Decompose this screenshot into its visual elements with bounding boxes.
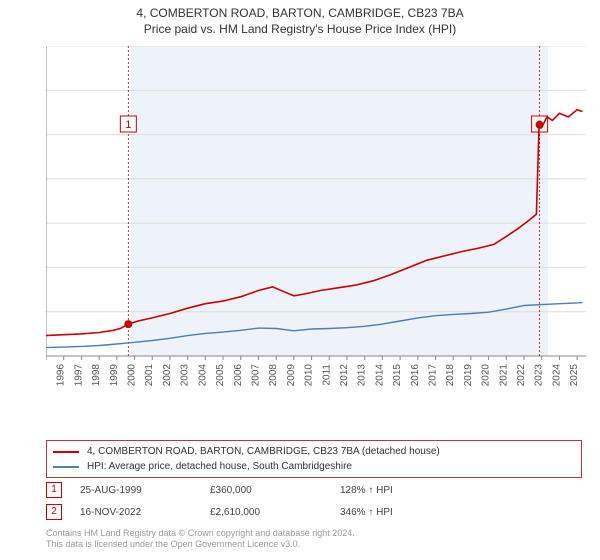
sale-1-date: 25-AUG-1999 — [80, 485, 210, 496]
chart-title-line2: Price paid vs. HM Land Registry's House … — [0, 20, 600, 36]
svg-text:2015: 2015 — [392, 364, 403, 387]
svg-text:2008: 2008 — [268, 364, 279, 387]
svg-text:1998: 1998 — [91, 364, 102, 387]
svg-text:2021: 2021 — [498, 364, 509, 387]
svg-text:2014: 2014 — [374, 364, 385, 387]
svg-text:2002: 2002 — [162, 364, 173, 387]
svg-text:2012: 2012 — [339, 364, 350, 387]
price-chart: £0£500K£1M£1.5M£2M£2.5M£3M£3.5M199519961… — [46, 46, 586, 396]
svg-text:2024: 2024 — [551, 364, 562, 387]
sale-2-price: £2,610,000 — [210, 507, 340, 518]
footer-line2: This data is licensed under the Open Gov… — [46, 539, 355, 550]
legend-label: 4, COMBERTON ROAD, BARTON, CAMBRIDGE, CB… — [87, 446, 440, 457]
svg-text:2000: 2000 — [127, 364, 138, 387]
svg-text:2017: 2017 — [428, 364, 439, 387]
svg-text:2004: 2004 — [197, 364, 208, 387]
footer-line1: Contains HM Land Registry data © Crown c… — [46, 528, 355, 539]
svg-text:2023: 2023 — [534, 364, 545, 387]
sale-2-date: 16-NOV-2022 — [80, 507, 210, 518]
svg-text:2013: 2013 — [357, 364, 368, 387]
svg-text:2009: 2009 — [286, 364, 297, 387]
legend-row: 4, COMBERTON ROAD, BARTON, CAMBRIDGE, CB… — [53, 444, 575, 459]
chart-title-line1: 4, COMBERTON ROAD, BARTON, CAMBRIDGE, CB… — [0, 0, 600, 20]
svg-text:2005: 2005 — [215, 364, 226, 387]
sale-marker-2: 2 — [46, 504, 62, 520]
svg-text:2007: 2007 — [250, 364, 261, 387]
sale-1-pct: 128% ↑ HPI — [340, 485, 393, 496]
chart-area: £0£500K£1M£1.5M£2M£2.5M£3M£3.5M199519961… — [46, 46, 586, 396]
legend-label: HPI: Average price, detached house, Sout… — [87, 461, 352, 472]
svg-text:2022: 2022 — [516, 364, 527, 387]
svg-text:2011: 2011 — [321, 364, 332, 386]
footer-attribution: Contains HM Land Registry data © Crown c… — [46, 528, 355, 551]
svg-text:1997: 1997 — [73, 364, 84, 387]
svg-text:1: 1 — [125, 119, 131, 131]
svg-text:1995: 1995 — [46, 364, 49, 387]
svg-text:2018: 2018 — [445, 364, 456, 387]
legend-swatch — [53, 466, 79, 468]
sale-row-1: 1 25-AUG-1999 £360,000 128% ↑ HPI — [46, 482, 582, 498]
svg-text:2003: 2003 — [180, 364, 191, 387]
svg-text:2010: 2010 — [304, 364, 315, 387]
svg-text:2020: 2020 — [481, 364, 492, 387]
svg-text:2001: 2001 — [144, 364, 155, 387]
svg-text:2006: 2006 — [233, 364, 244, 387]
sale-1-price: £360,000 — [210, 485, 340, 496]
svg-text:1996: 1996 — [56, 364, 67, 387]
sale-row-2: 2 16-NOV-2022 £2,610,000 346% ↑ HPI — [46, 504, 582, 520]
legend-box: 4, COMBERTON ROAD, BARTON, CAMBRIDGE, CB… — [46, 440, 582, 478]
legend-row: HPI: Average price, detached house, Sout… — [53, 459, 575, 474]
svg-text:2019: 2019 — [463, 364, 474, 387]
svg-text:2016: 2016 — [410, 364, 421, 387]
svg-text:2025: 2025 — [569, 364, 580, 387]
legend-swatch — [53, 451, 79, 453]
sale-2-pct: 346% ↑ HPI — [340, 507, 393, 518]
sale-marker-1: 1 — [46, 482, 62, 498]
svg-text:1999: 1999 — [109, 364, 120, 387]
